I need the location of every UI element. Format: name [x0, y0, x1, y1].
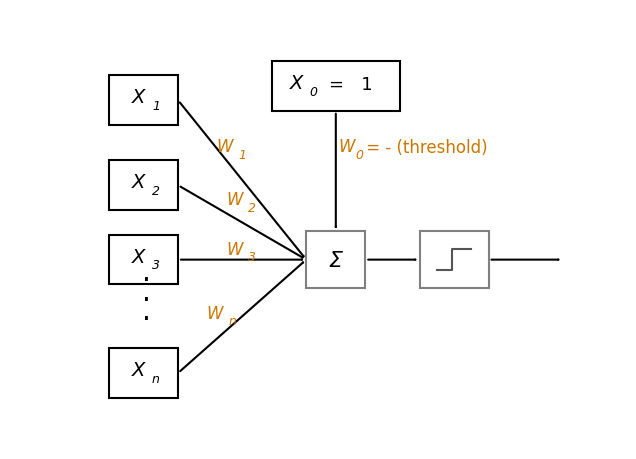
Text: W: W: [207, 304, 223, 322]
Text: n: n: [152, 372, 160, 385]
Bar: [109, 348, 178, 398]
Text: 0: 0: [310, 86, 317, 99]
Text: 0: 0: [356, 148, 364, 161]
Text: X: X: [132, 247, 146, 266]
Text: W: W: [226, 241, 243, 258]
Text: 3: 3: [152, 259, 160, 272]
Text: X: X: [132, 88, 146, 107]
Text: W: W: [226, 191, 243, 209]
Text: =   1: = 1: [329, 76, 373, 94]
Text: .: .: [142, 258, 151, 286]
Text: .: .: [142, 297, 151, 325]
Bar: [307, 232, 366, 288]
Text: W: W: [217, 138, 233, 156]
Bar: [272, 62, 400, 112]
Text: 3: 3: [248, 251, 256, 264]
Bar: [109, 76, 178, 126]
Text: 2: 2: [248, 202, 256, 214]
Text: .: .: [142, 278, 151, 306]
Bar: [109, 235, 178, 285]
Text: Σ: Σ: [329, 250, 343, 270]
Text: 2: 2: [152, 185, 160, 198]
Text: 1: 1: [238, 148, 246, 161]
Text: n: n: [228, 314, 236, 327]
Text: 1: 1: [152, 100, 160, 113]
Text: X: X: [132, 173, 146, 192]
Text: W: W: [338, 138, 355, 156]
Text: = - (threshold): = - (threshold): [361, 139, 488, 157]
Bar: [109, 161, 178, 211]
Text: X: X: [289, 74, 303, 93]
Text: X: X: [132, 360, 146, 379]
Bar: [420, 232, 488, 288]
